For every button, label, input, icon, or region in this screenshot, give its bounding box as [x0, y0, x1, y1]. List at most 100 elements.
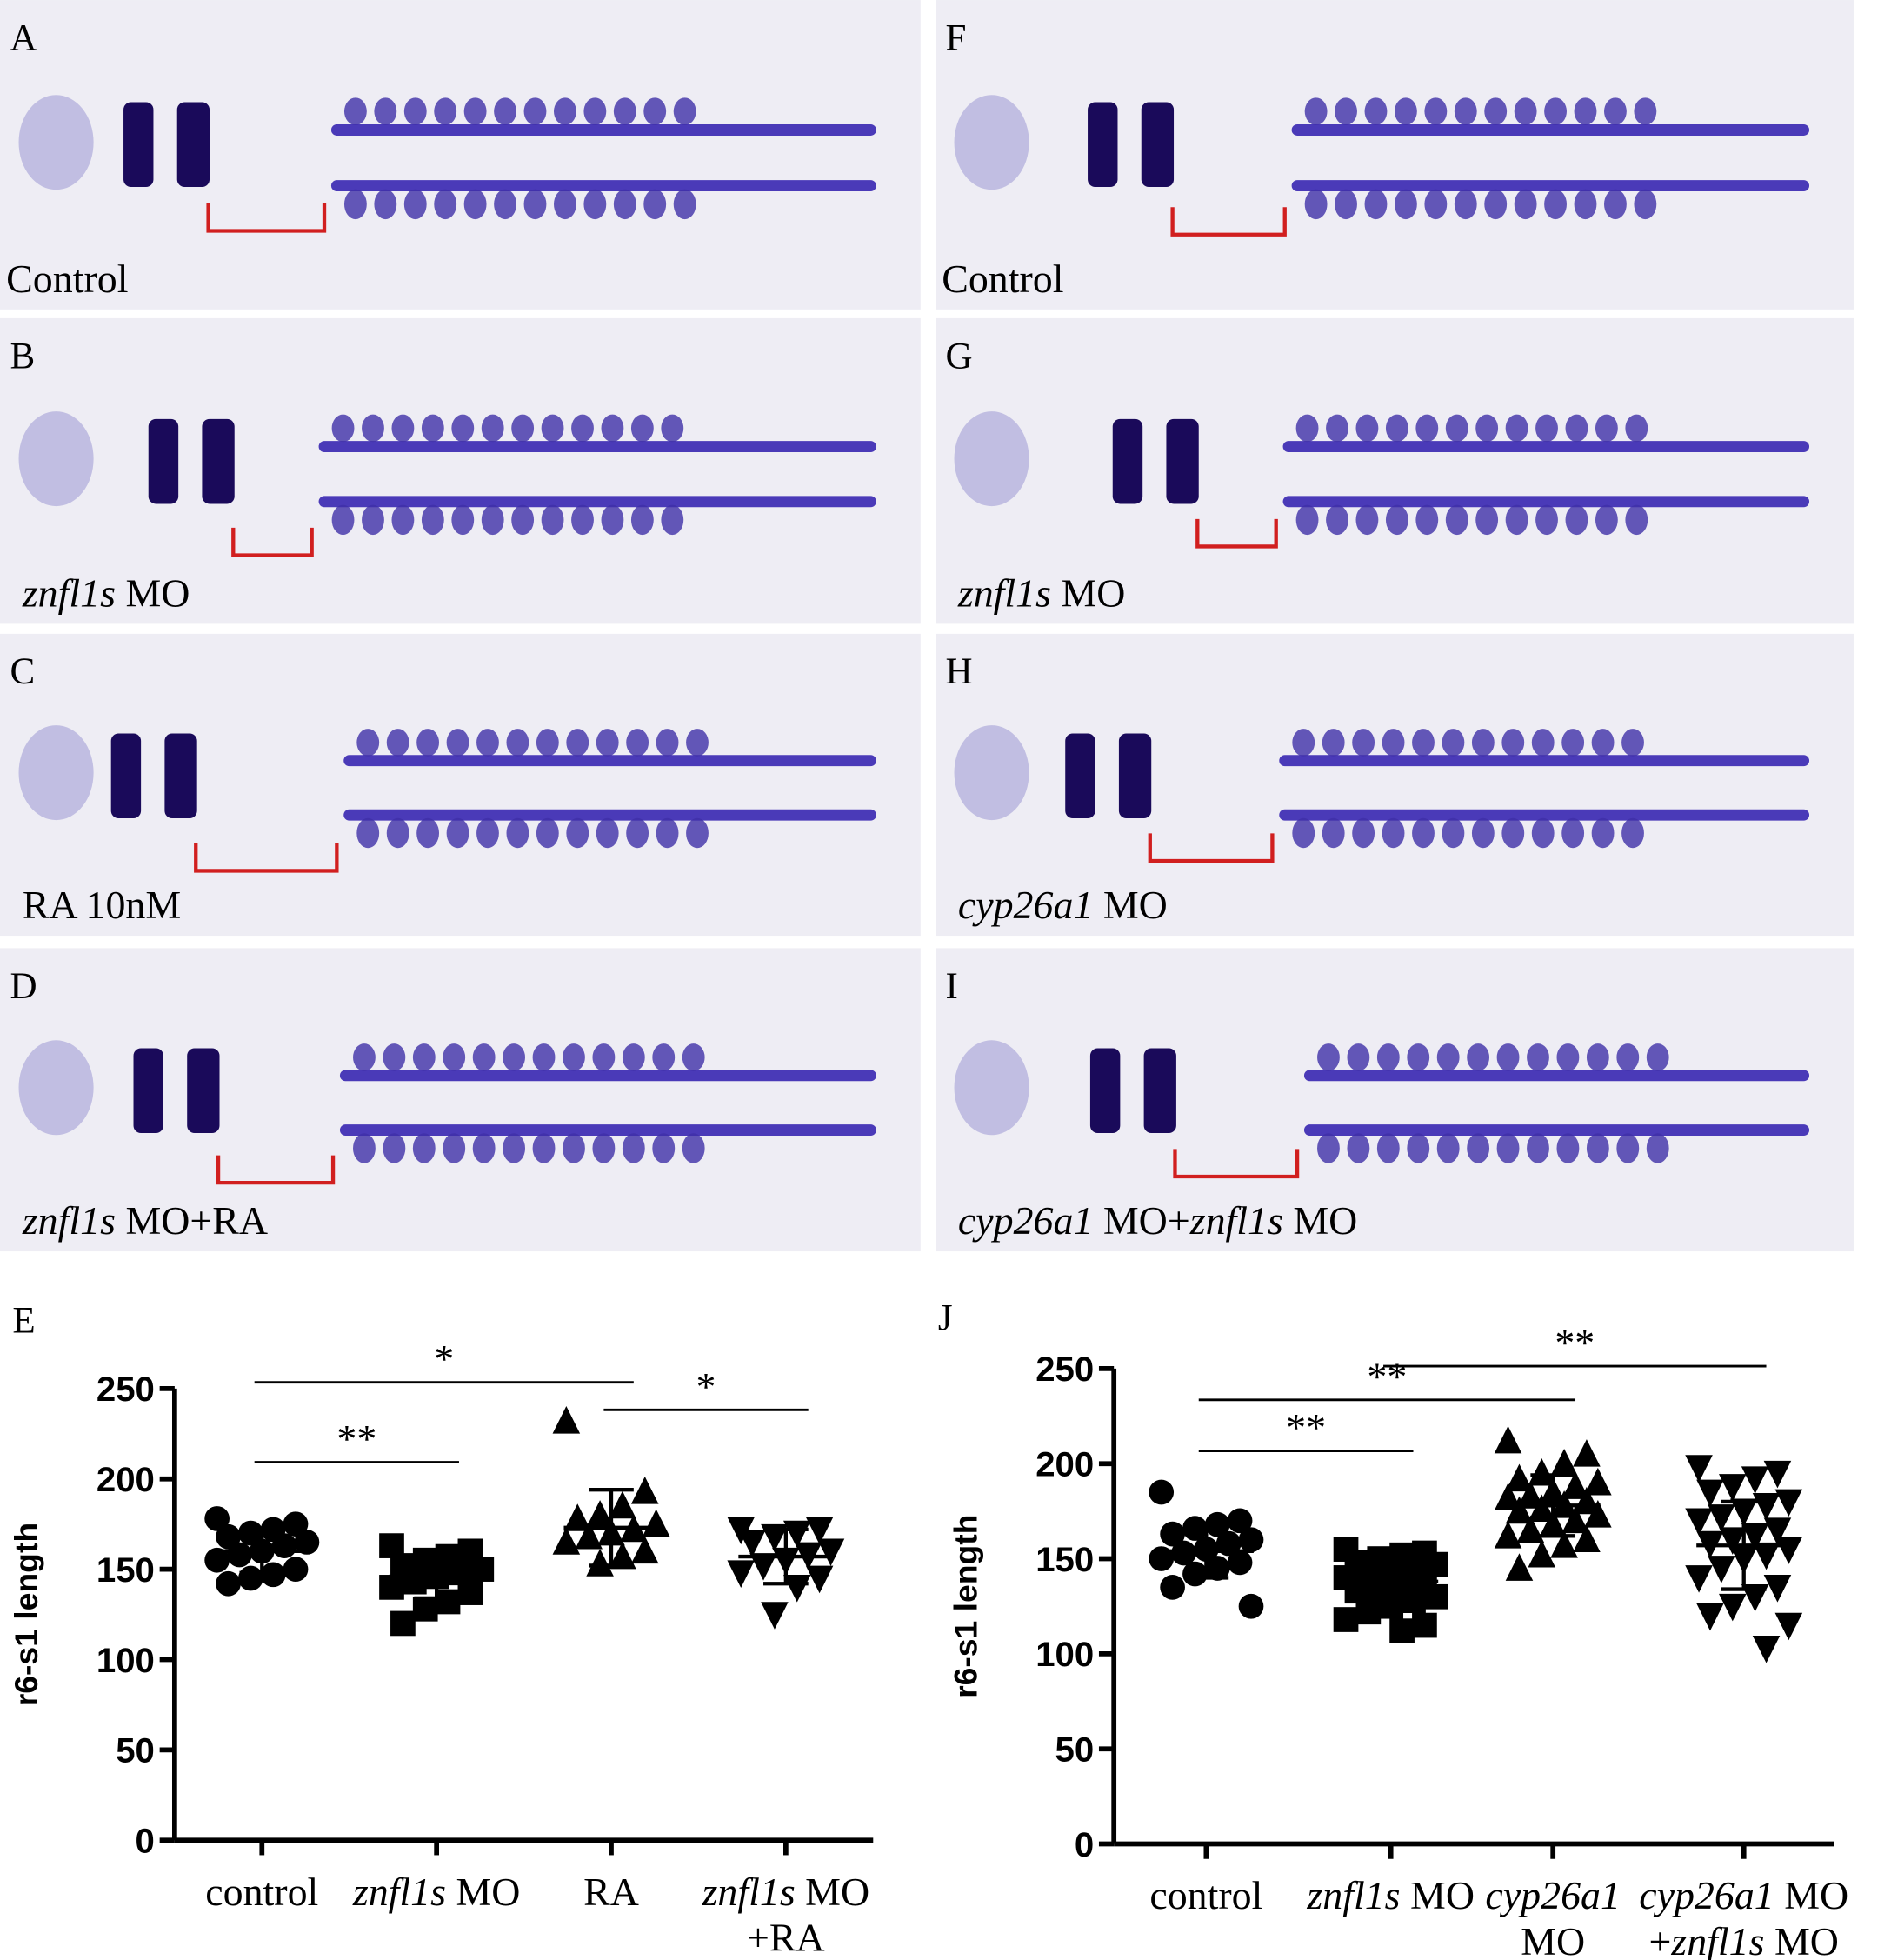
somite: [682, 1043, 705, 1071]
data-point: [1550, 1449, 1578, 1477]
somite: [451, 414, 475, 443]
data-point: [238, 1520, 263, 1546]
data-point: [435, 1589, 461, 1615]
panel-letter: B: [10, 336, 35, 377]
somite: [412, 1043, 436, 1071]
panel-caption: Control: [942, 257, 1063, 301]
somite: [1376, 1133, 1400, 1163]
data-point: [1505, 1463, 1534, 1492]
significance-label: *: [434, 1337, 454, 1381]
data-point: [1719, 1527, 1747, 1555]
somite: [1352, 729, 1375, 757]
y-tick-label: 100: [1035, 1635, 1094, 1674]
x-tick-label: znfl1s MO +RA: [702, 1870, 870, 1960]
somite: [1496, 1133, 1520, 1163]
data-point: [1494, 1483, 1522, 1510]
data-point: [1708, 1556, 1735, 1583]
somite: [1591, 817, 1615, 849]
rhombomere: [1112, 418, 1143, 504]
x-tick-label: control: [205, 1870, 318, 1914]
somite: [416, 817, 440, 849]
somite: [523, 97, 547, 125]
rhombomere: [202, 418, 235, 504]
somite: [1442, 817, 1465, 849]
somite: [1295, 504, 1319, 536]
y-tick-label: 0: [136, 1822, 155, 1861]
micrograph-panel: C RA 10nM: [0, 633, 921, 937]
data-point: [630, 1477, 659, 1504]
somite: [476, 817, 499, 849]
data-point: [816, 1538, 845, 1567]
panel-caption: cyp26a1 MO: [958, 883, 1168, 927]
somite: [343, 97, 367, 125]
data-point: [1774, 1612, 1803, 1641]
somite: [592, 1133, 616, 1163]
stain-blob: [18, 1040, 94, 1136]
somite: [523, 189, 547, 220]
somite: [362, 414, 384, 443]
somite: [383, 1043, 406, 1071]
somite: [1595, 414, 1618, 443]
somite: [1595, 504, 1618, 536]
somite: [622, 1043, 645, 1071]
somite: [1535, 504, 1558, 536]
significance-label: **: [1367, 1354, 1407, 1398]
data-point: [1516, 1481, 1545, 1509]
data-point: [294, 1530, 320, 1555]
somite: [1355, 504, 1379, 536]
somite: [1467, 1133, 1490, 1163]
data-point: [1741, 1583, 1769, 1612]
rhombomere: [110, 733, 142, 819]
data-point: [1412, 1612, 1437, 1638]
somite: [374, 97, 397, 125]
x-tick-label: control: [1149, 1873, 1262, 1917]
data-point: [457, 1580, 483, 1605]
somite: [566, 729, 589, 757]
somite: [1322, 729, 1345, 757]
somite: [503, 1043, 526, 1071]
stain-blob: [18, 411, 94, 507]
somite: [416, 729, 440, 757]
data-point: [1573, 1439, 1601, 1467]
somite: [652, 1043, 676, 1071]
y-tick-label: 50: [1055, 1730, 1095, 1770]
somite: [1475, 504, 1499, 536]
somite: [566, 817, 589, 849]
data-point: [238, 1565, 263, 1591]
somite: [1436, 1043, 1460, 1071]
panel-image: [0, 633, 921, 937]
data-point: [727, 1560, 755, 1588]
somite: [532, 1043, 556, 1071]
data-point: [609, 1490, 636, 1519]
y-tick-label: 250: [1035, 1350, 1094, 1389]
somite: [446, 729, 469, 757]
y-tick-label: 0: [1075, 1825, 1094, 1864]
somite: [1442, 729, 1465, 757]
somite: [541, 504, 564, 536]
y-tick-label: 100: [97, 1641, 155, 1680]
significance-label: **: [336, 1417, 376, 1461]
somite: [686, 729, 709, 757]
somite: [1424, 97, 1448, 125]
somite: [503, 1133, 526, 1163]
rhombomere: [1065, 733, 1095, 819]
somite: [1574, 189, 1597, 220]
somite: [1412, 729, 1435, 757]
somite: [1382, 817, 1405, 849]
data-point: [1550, 1530, 1578, 1558]
somite: [343, 189, 367, 220]
somite: [1364, 97, 1388, 125]
stain-blob: [18, 725, 94, 821]
somite: [1556, 1133, 1580, 1163]
panel-image: [936, 0, 1854, 310]
stain-blob: [954, 411, 1029, 507]
x-tick-label: cyp26a1 MO: [1485, 1873, 1621, 1960]
somite: [1496, 1043, 1520, 1071]
rhombomere: [123, 102, 154, 188]
data-point: [390, 1610, 416, 1637]
data-point: [1204, 1556, 1230, 1581]
somite: [331, 414, 355, 443]
somite: [661, 504, 684, 536]
somite: [686, 817, 709, 849]
